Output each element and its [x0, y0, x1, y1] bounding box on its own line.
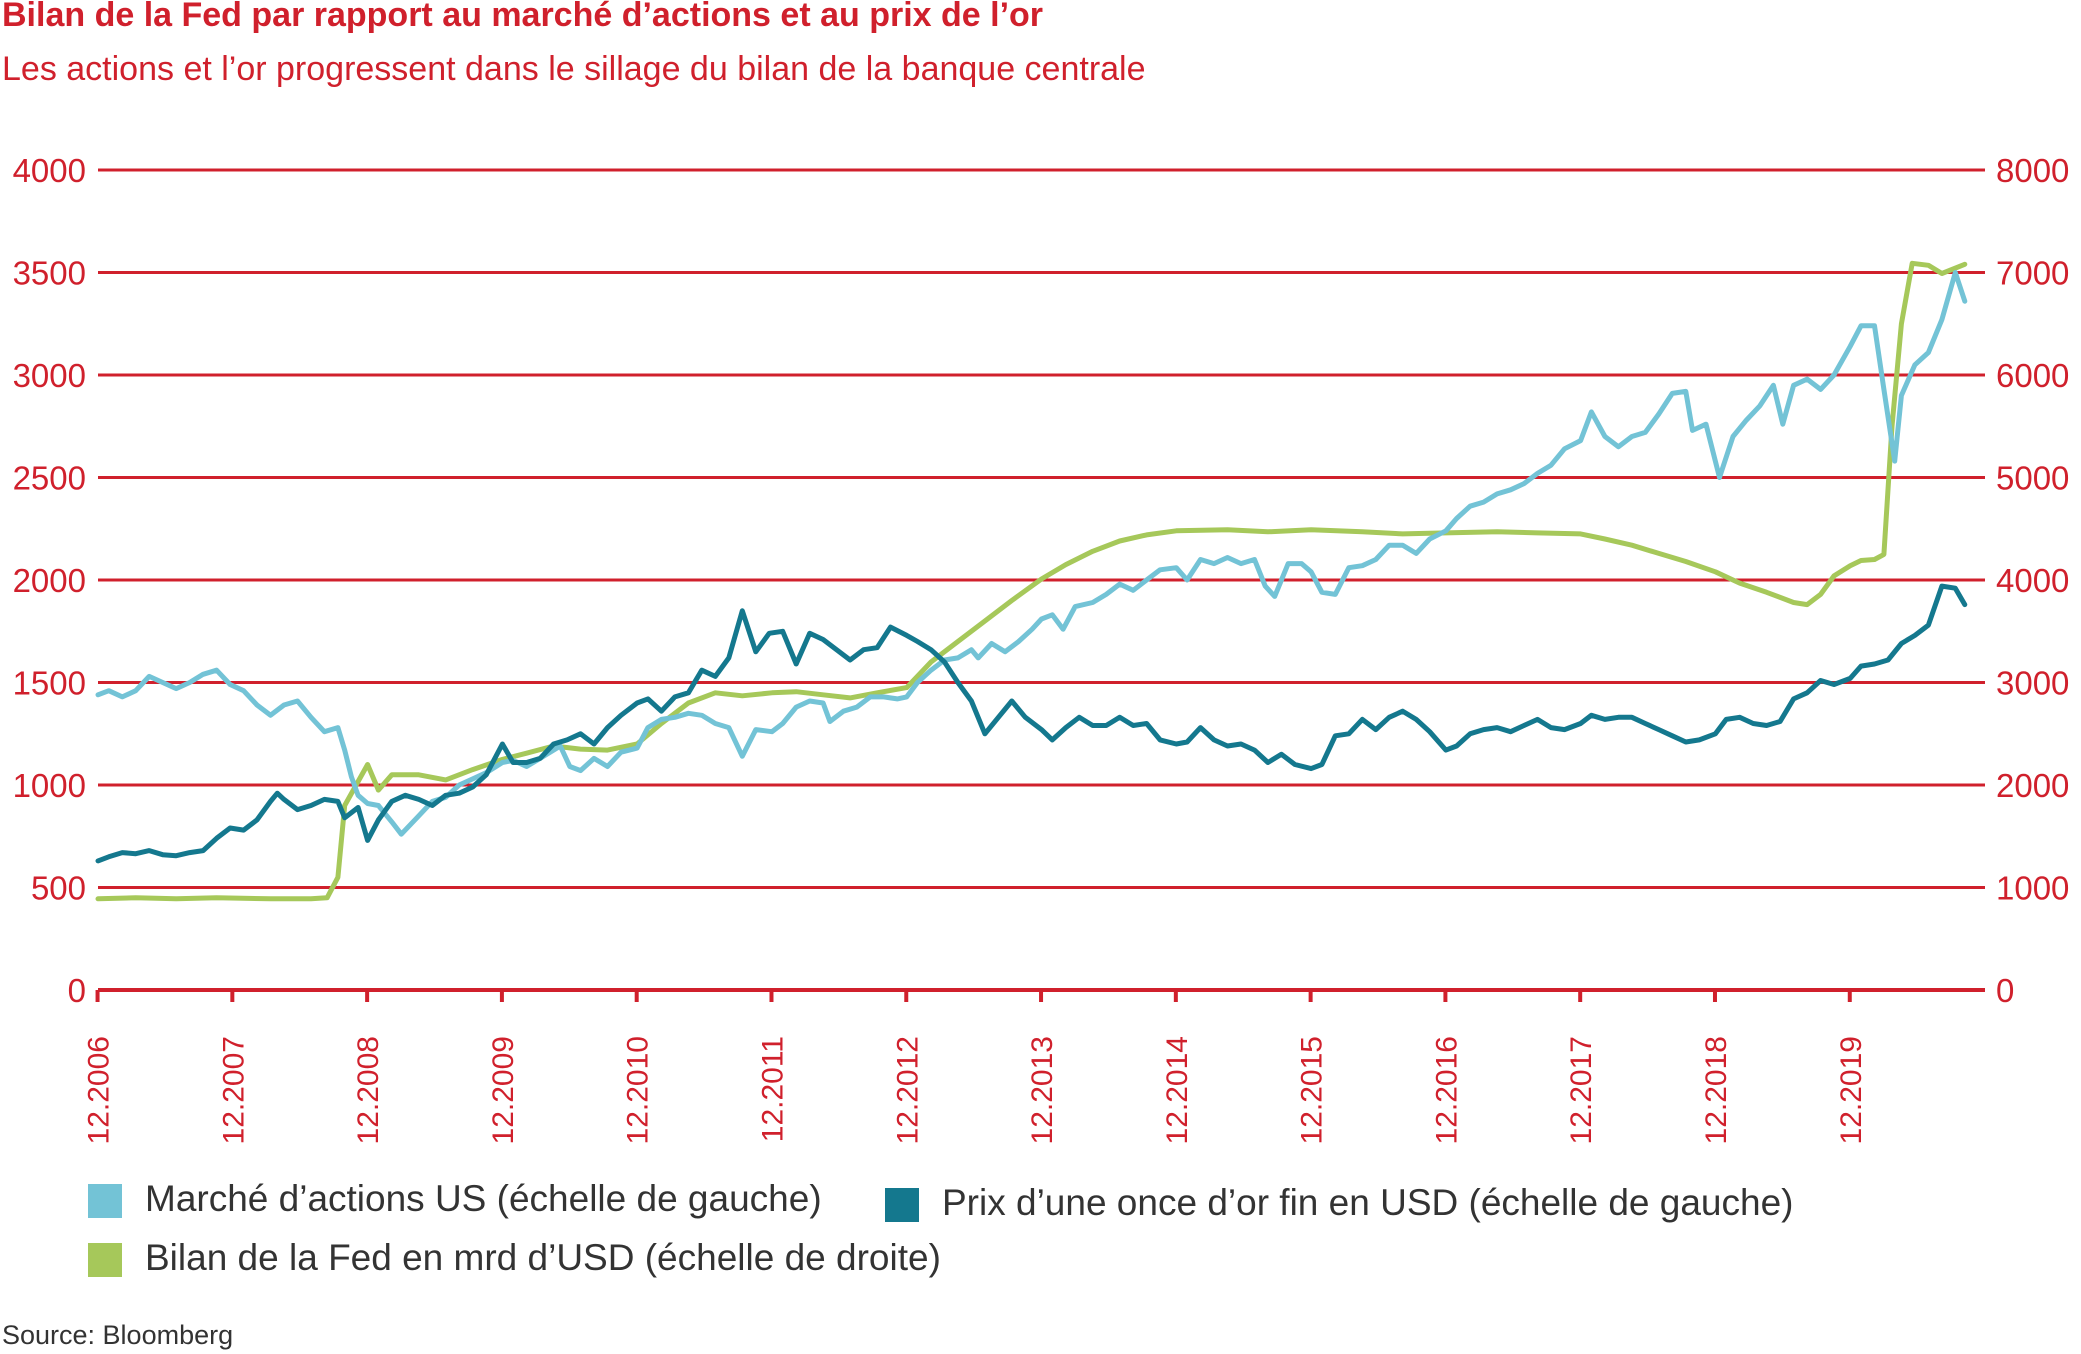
- y-tick-label-left: 3000: [13, 357, 86, 394]
- y-tick-label-right: 5000: [1996, 460, 2069, 497]
- legend-swatch-gold: [885, 1188, 919, 1222]
- chart-subtitle: Les actions et l’or progressent dans le …: [2, 50, 1146, 88]
- x-tick-label: 12.2016: [1430, 1036, 1463, 1144]
- legend-swatch-stocks: [88, 1184, 122, 1218]
- x-tick-label: 12.2018: [1700, 1036, 1733, 1144]
- series-line-stocks: [95, 270, 1968, 837]
- x-tick-label: 12.2015: [1296, 1036, 1329, 1144]
- y-tick-label-left: 4000: [13, 152, 86, 189]
- series-line-fed: [95, 260, 1968, 902]
- legend-swatch-fed: [88, 1243, 122, 1277]
- y-tick-label-left: 3500: [13, 255, 86, 292]
- x-tick-label: 12.2013: [1026, 1036, 1059, 1144]
- y-tick-label-left: 2000: [13, 562, 86, 599]
- x-tick-label: 12.2011: [756, 1036, 789, 1142]
- series-line-gold: [95, 583, 1968, 864]
- x-tick-label: 12.2007: [217, 1036, 250, 1144]
- x-tick-label: 12.2012: [891, 1036, 924, 1144]
- x-tick-label: 12.2008: [352, 1036, 385, 1144]
- y-tick-label-left: 500: [31, 870, 86, 907]
- y-tick-label-right: 0: [1996, 972, 2014, 1009]
- y-tick-label-left: 1000: [13, 767, 86, 804]
- x-tick-label: 12.2019: [1835, 1036, 1868, 1144]
- x-tick-label: 12.2017: [1565, 1036, 1598, 1144]
- legend-label-gold: Prix d’une once d’or fin en USD (échelle…: [942, 1182, 1794, 1223]
- x-tick-label: 12.2009: [487, 1036, 520, 1144]
- legend-label-fed: Bilan de la Fed en mrd d’USD (échelle de…: [145, 1237, 941, 1278]
- chart-title: Bilan de la Fed par rapport au marché d’…: [2, 0, 1044, 34]
- x-tick-label: 12.2006: [83, 1036, 116, 1144]
- y-tick-label-right: 1000: [1996, 870, 2069, 907]
- y-tick-label-right: 7000: [1996, 255, 2069, 292]
- y-tick-label-right: 4000: [1996, 562, 2069, 599]
- y-tick-label-left: 1500: [13, 665, 86, 702]
- x-tick-label: 12.2010: [622, 1036, 655, 1144]
- x-tick-label: 12.2014: [1161, 1036, 1194, 1144]
- legend-label-stocks: Marché d’actions US (échelle de gauche): [145, 1178, 822, 1219]
- y-tick-label-right: 2000: [1996, 767, 2069, 804]
- y-tick-label-right: 8000: [1996, 152, 2069, 189]
- y-tick-label-right: 6000: [1996, 357, 2069, 394]
- y-tick-label-left: 2500: [13, 460, 86, 497]
- y-tick-label-right: 3000: [1996, 665, 2069, 702]
- y-tick-label-left: 0: [68, 972, 86, 1009]
- source-note: Source: Bloomberg: [2, 1320, 234, 1350]
